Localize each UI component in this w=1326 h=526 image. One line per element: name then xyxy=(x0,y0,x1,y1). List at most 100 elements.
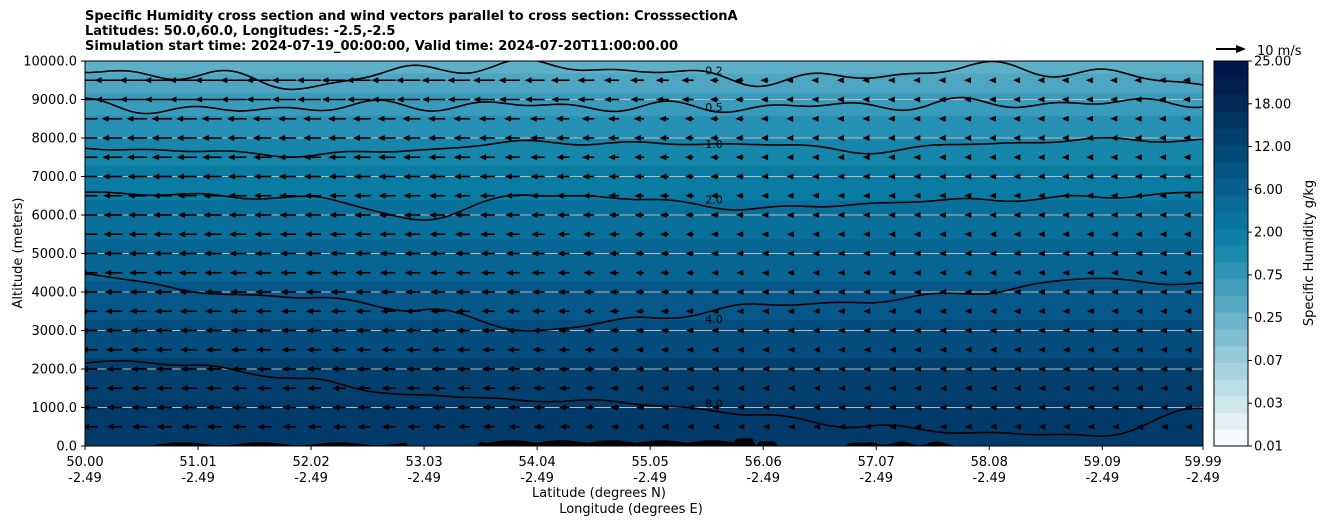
wind-arrow xyxy=(1037,212,1045,218)
wind-arrow xyxy=(329,231,346,238)
wind-arrow xyxy=(888,308,896,315)
wind-arrow xyxy=(735,115,744,122)
wind-arrow xyxy=(169,77,197,84)
wind-arrow xyxy=(1086,308,1094,315)
wind-arrow xyxy=(711,385,719,392)
wind-arrow xyxy=(989,173,997,180)
wind-arrow xyxy=(989,231,997,238)
wind-arrow xyxy=(888,289,896,295)
wind-arrow xyxy=(812,346,820,353)
wind-arrow xyxy=(610,366,620,372)
wind-arrow xyxy=(1110,173,1118,180)
wind-arrow xyxy=(634,173,644,180)
wind-arrow xyxy=(531,231,545,238)
wind-arrow xyxy=(1110,96,1118,103)
wind-arrow xyxy=(230,327,247,334)
wind-arrow xyxy=(634,250,644,257)
wind-arrow xyxy=(380,327,396,334)
wind-arrow xyxy=(964,404,972,411)
wind-arrow xyxy=(85,308,98,315)
wind-arrow xyxy=(85,366,98,372)
wind-arrow xyxy=(964,327,972,334)
wind-arrow xyxy=(634,231,644,238)
wind-arrow xyxy=(406,404,421,411)
contour-line xyxy=(85,191,1203,221)
wind-arrow xyxy=(660,231,669,238)
contour-label: 2.0 xyxy=(705,194,723,207)
wind-arrow xyxy=(176,115,197,122)
wind-arrow xyxy=(887,96,895,103)
contour-label: 1.0 xyxy=(705,138,723,151)
x-tick-label-lat: 59.09 xyxy=(1084,455,1121,470)
wind-arrow xyxy=(181,404,197,411)
wind-arrow xyxy=(278,154,297,161)
wind-arrow xyxy=(453,154,471,161)
wind-arrow xyxy=(179,327,197,334)
y-tick-label: 3000.0 xyxy=(32,324,78,339)
wind-arrow xyxy=(279,250,297,257)
wind-arrow xyxy=(557,308,570,315)
wind-arrow xyxy=(205,366,222,372)
wind-arrow xyxy=(156,423,172,430)
wind-arrow xyxy=(304,231,322,238)
wind-arrow xyxy=(151,115,172,122)
wind-arrow xyxy=(507,404,520,411)
wind-arrow xyxy=(913,173,921,180)
wind-arrow xyxy=(737,404,745,411)
wind-arrow xyxy=(1013,327,1021,334)
wind-arrow xyxy=(128,250,148,257)
wind-arrow xyxy=(305,269,322,276)
wind-arrow xyxy=(346,96,371,103)
wind-arrow xyxy=(447,77,471,84)
wind-arrow xyxy=(659,212,669,218)
x-tick-label-lat: 52.02 xyxy=(292,455,329,470)
wind-arrow xyxy=(938,96,946,103)
wind-arrow xyxy=(608,192,620,199)
wind-arrow xyxy=(964,250,972,257)
wind-arrow xyxy=(862,115,870,122)
wind-arrow xyxy=(129,289,148,295)
wind-arrow xyxy=(304,250,322,257)
wind-arrow xyxy=(506,308,520,315)
wind-arrow xyxy=(762,404,770,411)
wind-arrow xyxy=(428,192,446,199)
wind-arrow xyxy=(482,404,495,411)
wind-arrow xyxy=(1184,404,1192,411)
wind-arrow xyxy=(403,173,421,180)
wind-arrow xyxy=(1135,231,1143,238)
colorbar-segment xyxy=(1214,295,1248,313)
wind-arrow xyxy=(231,366,247,372)
wind-arrow xyxy=(1159,154,1167,161)
wind-arrow xyxy=(786,192,794,199)
x-tick-label-lat: 53.03 xyxy=(405,455,442,470)
wind-arrow xyxy=(480,250,495,257)
wind-arrow xyxy=(381,404,396,411)
wind-arrow xyxy=(256,346,272,353)
wind-arrow xyxy=(101,115,123,122)
wind-arrow xyxy=(888,327,896,334)
wind-arrow xyxy=(887,154,895,161)
wind-arrow xyxy=(813,404,821,411)
wind-arrow xyxy=(838,404,846,411)
wind-arrow xyxy=(787,385,795,392)
wind-arrow xyxy=(837,135,845,141)
y-tick-label: 10000.0 xyxy=(23,55,77,70)
wind-arrow xyxy=(989,423,997,430)
wind-arrow xyxy=(964,289,972,295)
wind-arrow xyxy=(179,289,197,295)
wind-arrow xyxy=(1159,269,1167,276)
wind-arrow xyxy=(1135,289,1143,295)
wind-arrow xyxy=(1160,366,1168,372)
contour-line xyxy=(85,360,1203,438)
wind-arrow xyxy=(608,250,620,257)
wind-arrow xyxy=(498,96,520,103)
wind-arrow xyxy=(1111,366,1119,372)
wind-arrow xyxy=(503,115,520,122)
wind-arrow xyxy=(888,346,896,353)
title-line-1: Specific Humidity cross section and wind… xyxy=(85,9,738,24)
wind-arrow xyxy=(151,154,172,161)
wind-arrow xyxy=(1184,327,1192,334)
wind-arrow xyxy=(888,212,896,218)
wind-arrow xyxy=(1111,423,1119,430)
wind-arrow xyxy=(473,96,495,103)
